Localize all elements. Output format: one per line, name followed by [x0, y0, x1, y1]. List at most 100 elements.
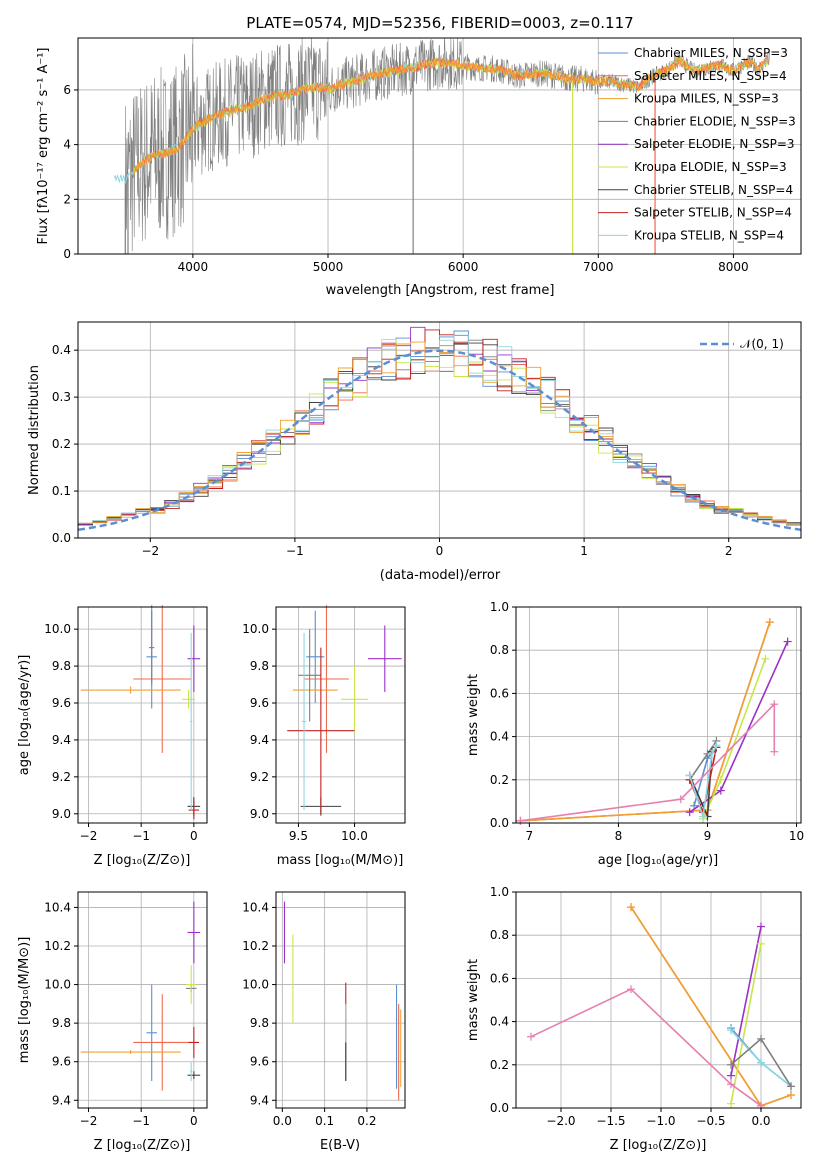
y-tick-label: 9.6: [52, 696, 71, 710]
x-tick-label: −1: [132, 1114, 150, 1128]
x-tick-label: −0.5: [696, 1114, 725, 1128]
y-tick-label: 4: [63, 138, 71, 152]
x-tick-label: 0.0: [751, 1114, 770, 1128]
normal-curve: [77, 349, 802, 532]
y-tick-label: 2: [63, 192, 71, 206]
x-tick-label: 10.0: [341, 829, 368, 843]
x-tick-label: −2: [80, 1114, 98, 1128]
x-tick-label: 0: [190, 1114, 198, 1128]
x-tick-label: 8: [615, 829, 623, 843]
y-tick-label: 0.4: [52, 343, 71, 357]
y-tick-label: 0.3: [52, 390, 71, 404]
x-tick-label: 0.0: [273, 1114, 292, 1128]
mw-Z-ylabel: mass weight: [466, 959, 481, 1041]
y-tick-label: 10.2: [242, 939, 269, 953]
x-tick-label: 10: [789, 829, 804, 843]
x-tick-label: 9: [704, 829, 712, 843]
spectrum-ylabel: Flux [fλ10⁻¹⁷ erg cm⁻² s⁻¹ A⁻¹]: [36, 48, 51, 245]
legend-label: Salpeter STELIB, N_SSP=4: [634, 206, 792, 220]
y-tick-label: 9.4: [250, 1093, 269, 1107]
x-tick-label: −2.0: [546, 1114, 575, 1128]
y-tick-label: 0.4: [490, 730, 509, 744]
mass-weight-line: [730, 943, 762, 1104]
x-tick-label: −2: [80, 829, 98, 843]
age-Z-xlabel: Z [log₁₀(Z/Z⊙)]: [94, 853, 191, 868]
mass-weight-line: [530, 988, 762, 1107]
y-tick-label: 10.4: [44, 900, 71, 914]
legend-label: Chabrier ELODIE, N_SSP=3: [634, 114, 796, 128]
x-tick-label: 0: [436, 544, 444, 558]
y-tick-label: 10.2: [44, 939, 71, 953]
mass-weight-line: [520, 702, 776, 822]
y-tick-label: 9.0: [250, 807, 269, 821]
mass-ebv-xlabel: E(B-V): [320, 1138, 360, 1153]
y-tick-label: 10.0: [44, 622, 71, 636]
x-tick-label: 2: [725, 544, 733, 558]
y-tick-label: 0.8: [490, 928, 509, 942]
age-mass-xlabel: mass [log₁₀(M/M⊙)]: [277, 853, 404, 868]
x-tick-label: −1.5: [596, 1114, 625, 1128]
normal-legend-label: 𝒩(0, 1): [740, 337, 784, 351]
residual-histogram: [78, 341, 801, 525]
age-Z-ylabel: age [log₁₀(age/yr)]: [17, 655, 32, 776]
legend-label: Chabrier STELIB, N_SSP=4: [634, 183, 793, 197]
y-tick-label: 0.0: [52, 531, 71, 545]
y-tick-label: 1.0: [490, 600, 509, 614]
y-tick-label: 0.8: [490, 643, 509, 657]
y-tick-label: 0.6: [490, 686, 509, 700]
residual-xlabel: (data-model)/error: [380, 568, 501, 583]
y-tick-label: 0.0: [490, 816, 509, 830]
age-vs-Z-panel: −2 −1 0 9.0 9.2 9.4 9.6 9.8 10.0 Z [log₁₀(Z/Z⊙)]…: [17, 605, 208, 868]
mass-weight-line: [520, 621, 771, 822]
y-tick-label: 9.8: [250, 1016, 269, 1030]
x-tick-label: 4000: [178, 260, 209, 274]
y-tick-label: 0: [63, 247, 71, 261]
y-tick-label: 9.4: [52, 733, 71, 747]
x-tick-label: 6000: [448, 260, 479, 274]
x-tick-label: −1: [132, 829, 150, 843]
y-tick-label: 1.0: [490, 885, 509, 899]
mw-age-ylabel: mass weight: [466, 674, 481, 756]
y-tick-label: 0.4: [490, 1015, 509, 1029]
mass-Z-ylabel: mass [log₁₀(M/M⊙)]: [17, 937, 32, 1064]
y-tick-label: 9.8: [250, 659, 269, 673]
legend-label: Kroupa STELIB, N_SSP=4: [634, 228, 784, 242]
mw-age-xlabel: age [log₁₀(age/yr)]: [598, 853, 719, 868]
y-tick-label: 10.4: [242, 900, 269, 914]
y-tick-label: 0.0: [490, 1101, 509, 1115]
figure-title: PLATE=0574, MJD=52356, FIBERID=0003, z=0…: [246, 14, 633, 32]
y-tick-label: 0.1: [52, 484, 71, 498]
mass-weight-line: [688, 744, 718, 817]
y-tick-label: 0.2: [52, 437, 71, 451]
x-tick-label: −1: [286, 544, 304, 558]
mass-weight-line: [689, 641, 789, 813]
legend-label: Kroupa ELODIE, N_SSP=3: [634, 160, 787, 174]
y-tick-label: 0.2: [490, 773, 509, 787]
y-tick-label: 9.8: [52, 659, 71, 673]
x-tick-label: 7000: [583, 260, 614, 274]
y-tick-label: 9.6: [250, 696, 269, 710]
mass-vs-ebv-panel: 0.0 0.1 0.2 9.4 9.6 9.8 10.0 10.2 10.4 E(B-V): [242, 891, 406, 1153]
residual-histogram: [78, 329, 801, 525]
y-tick-label: 10.0: [44, 978, 71, 992]
age-vs-mass-panel: 9.5 10.0 9.0 9.2 9.4 9.6 9.8 10.0 mass [log₁₀(M…: [242, 605, 406, 868]
y-tick-label: 0.6: [490, 971, 509, 985]
y-tick-label: 9.4: [52, 1093, 71, 1107]
residual-ylabel: Normed distribution: [27, 365, 42, 495]
legend-label: Chabrier MILES, N_SSP=3: [634, 46, 788, 60]
y-tick-label: 9.6: [250, 1055, 269, 1069]
mass-weight-line: [730, 926, 762, 1076]
mass-weight-age-panel: 7 8 9 10 0.0 0.2 0.4 0.6 0.8 1.0 age [log₁₀(age/y…: [466, 600, 804, 868]
y-tick-label: 9.4: [250, 733, 269, 747]
y-tick-label: 9.2: [250, 770, 269, 784]
x-tick-label: 5000: [313, 260, 344, 274]
x-tick-label: 7: [526, 829, 534, 843]
x-tick-label: 0.1: [315, 1114, 334, 1128]
spectrum-panel: 4000 5000 6000 7000 8000 0 2 4 6 wavelength [Ang…: [36, 37, 802, 298]
mw-Z-xlabel: Z [log₁₀(Z/Z⊙)]: [610, 1138, 707, 1153]
y-tick-label: 10.0: [242, 622, 269, 636]
x-tick-label: 9.5: [289, 829, 308, 843]
x-tick-label: 1: [580, 544, 588, 558]
y-tick-label: 6: [63, 83, 71, 97]
